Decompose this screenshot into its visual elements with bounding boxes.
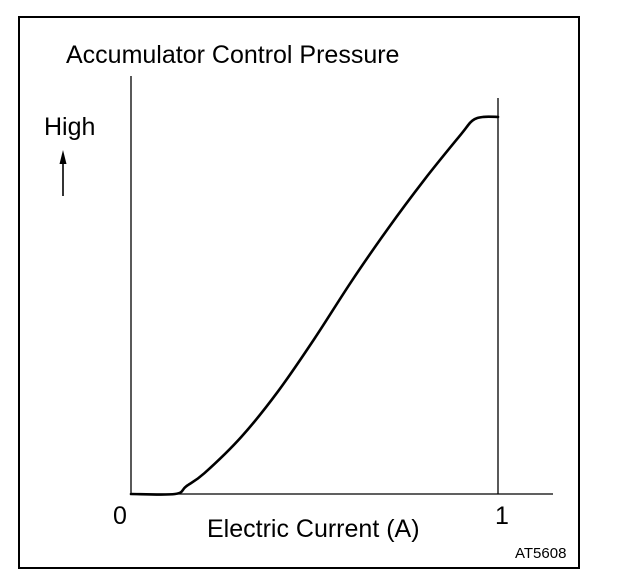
y-direction-label: High: [44, 113, 96, 141]
series-line: [129, 115, 500, 496]
figure-code: AT5608: [515, 545, 567, 562]
high-arrow-icon: [59, 150, 67, 196]
chart-title: Accumulator Control Pressure: [66, 41, 400, 69]
x-tick-label-1: 1: [495, 502, 509, 530]
x-tick-label-0: 0: [113, 502, 127, 530]
figure-frame: [18, 16, 580, 569]
x-axis-label: Electric Current (A): [207, 515, 420, 543]
